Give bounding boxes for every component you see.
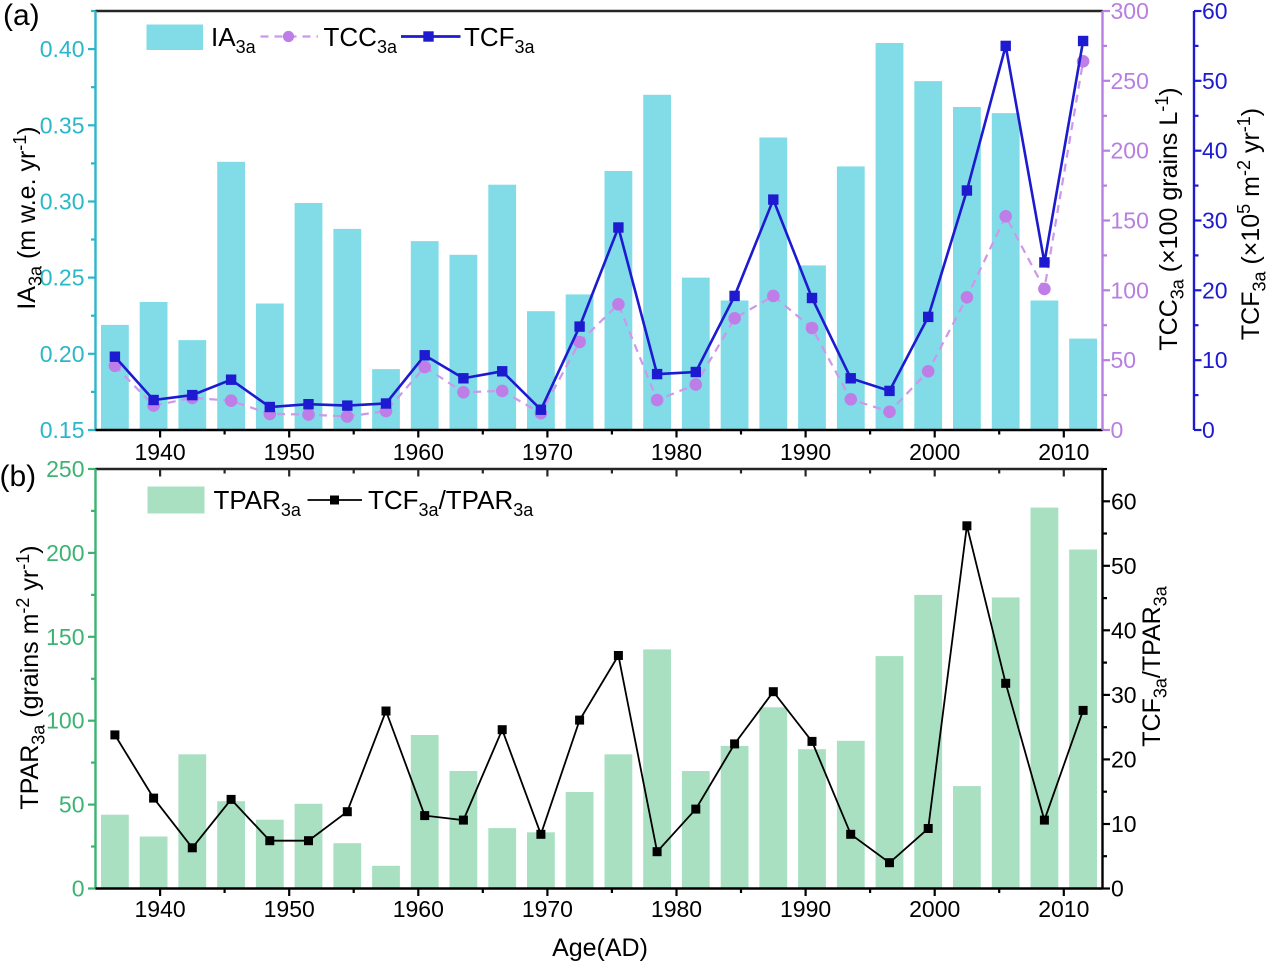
svg-text:0.35: 0.35 xyxy=(40,112,85,138)
svg-text:60: 60 xyxy=(1202,0,1228,24)
svg-text:50: 50 xyxy=(1111,553,1137,579)
svg-text:10: 10 xyxy=(1202,347,1228,373)
svg-text:200: 200 xyxy=(46,540,84,566)
svg-text:1970: 1970 xyxy=(522,896,573,922)
svg-text:1940: 1940 xyxy=(135,896,186,922)
svg-text:0.25: 0.25 xyxy=(40,265,85,291)
svg-text:1970: 1970 xyxy=(522,439,573,465)
svg-text:100: 100 xyxy=(46,708,84,734)
svg-text:IA3a (m w.e. yr-1): IA3a (m w.e. yr-1) xyxy=(10,126,46,309)
svg-text:1960: 1960 xyxy=(393,896,444,922)
svg-text:0: 0 xyxy=(1111,876,1124,902)
svg-text:TCC3a (×100 grains L-1): TCC3a (×100 grains L-1) xyxy=(1152,87,1188,350)
svg-text:2010: 2010 xyxy=(1038,439,1089,465)
svg-text:20: 20 xyxy=(1111,746,1137,772)
svg-text:30: 30 xyxy=(1111,682,1137,708)
svg-text:1960: 1960 xyxy=(393,439,444,465)
svg-text:60: 60 xyxy=(1111,488,1137,514)
svg-text:1980: 1980 xyxy=(651,439,702,465)
svg-text:TCF3a/TPAR3a: TCF3a/TPAR3a xyxy=(1138,585,1171,746)
svg-text:0: 0 xyxy=(72,876,85,902)
svg-text:1950: 1950 xyxy=(264,439,315,465)
svg-text:0.40: 0.40 xyxy=(40,36,85,62)
svg-text:1990: 1990 xyxy=(780,439,831,465)
svg-text:50: 50 xyxy=(59,792,85,818)
svg-text:TCF3a/TPAR3a: TCF3a/TPAR3a xyxy=(368,485,534,520)
svg-text:300: 300 xyxy=(1111,0,1149,24)
svg-text:0.20: 0.20 xyxy=(40,341,85,367)
svg-text:(b): (b) xyxy=(0,460,36,493)
svg-text:250: 250 xyxy=(46,456,84,482)
svg-text:1950: 1950 xyxy=(264,896,315,922)
svg-text:(a): (a) xyxy=(3,0,40,32)
svg-text:30: 30 xyxy=(1202,208,1228,234)
svg-text:100: 100 xyxy=(1111,277,1149,303)
svg-text:0.30: 0.30 xyxy=(40,189,85,215)
svg-text:1980: 1980 xyxy=(651,896,702,922)
svg-text:20: 20 xyxy=(1202,277,1228,303)
svg-text:2000: 2000 xyxy=(909,439,960,465)
svg-text:2010: 2010 xyxy=(1038,896,1089,922)
svg-text:150: 150 xyxy=(46,624,84,650)
svg-text:1940: 1940 xyxy=(135,439,186,465)
svg-text:TCC3a: TCC3a xyxy=(324,22,398,57)
svg-text:10: 10 xyxy=(1111,811,1137,837)
svg-text:0: 0 xyxy=(1202,417,1215,443)
svg-text:250: 250 xyxy=(1111,68,1149,94)
svg-text:1990: 1990 xyxy=(780,896,831,922)
svg-text:200: 200 xyxy=(1111,138,1149,164)
svg-text:2000: 2000 xyxy=(909,896,960,922)
svg-text:50: 50 xyxy=(1111,347,1137,373)
svg-text:TCF3a (×105 m-2 yr-1): TCF3a (×105 m-2 yr-1) xyxy=(1234,108,1268,340)
svg-text:0: 0 xyxy=(1111,417,1124,443)
svg-text:50: 50 xyxy=(1202,68,1228,94)
svg-text:Age(AD): Age(AD) xyxy=(552,934,648,962)
svg-text:0.15: 0.15 xyxy=(40,417,85,443)
svg-text:TPAR3a (grains m-2 yr-1): TPAR3a (grains m-2 yr-1) xyxy=(13,545,49,809)
svg-text:40: 40 xyxy=(1202,138,1228,164)
svg-text:IA3a: IA3a xyxy=(211,22,257,57)
svg-text:150: 150 xyxy=(1111,208,1149,234)
svg-text:40: 40 xyxy=(1111,617,1137,643)
